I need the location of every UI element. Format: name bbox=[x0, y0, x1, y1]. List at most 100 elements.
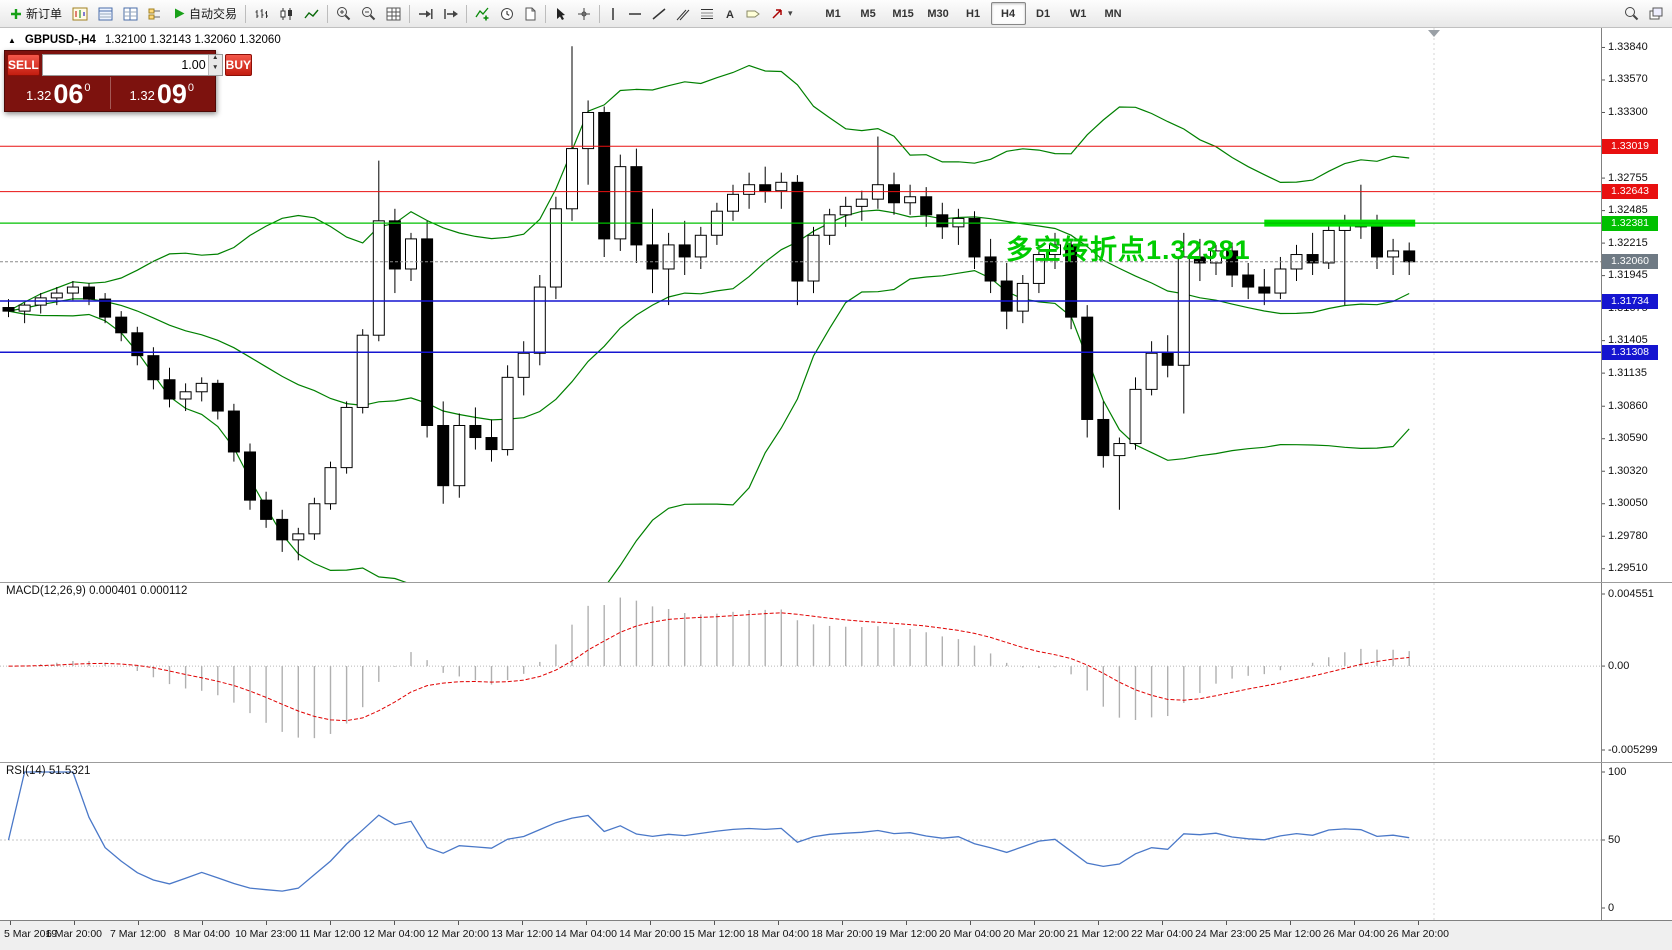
time-axis-tick bbox=[1418, 921, 1419, 925]
text-button[interactable]: A bbox=[719, 1, 741, 26]
buy-button[interactable]: BUY bbox=[224, 54, 253, 76]
time-axis[interactable]: 5 Mar 2019 6 Mar 20:00 7 Mar 12:00 8 Mar 04… bbox=[0, 920, 1672, 950]
volume-spinner[interactable]: ▲ ▼ bbox=[207, 54, 222, 75]
time-axis-label: 15 Mar 12:00 bbox=[683, 928, 745, 940]
zoom-in-button[interactable] bbox=[331, 1, 356, 26]
toolbar-separator bbox=[545, 4, 547, 23]
zoom-out-button[interactable] bbox=[356, 1, 381, 26]
time-axis-tick bbox=[906, 921, 907, 925]
time-axis-label: 20 Mar 20:00 bbox=[1003, 928, 1065, 940]
candlestick bbox=[1274, 268, 1287, 294]
time-axis-tick bbox=[970, 921, 971, 925]
periods-button[interactable] bbox=[495, 1, 519, 26]
candlestick bbox=[1306, 254, 1319, 264]
toolbar-right-buttons bbox=[1619, 1, 1668, 26]
time-axis-label: 19 Mar 12:00 bbox=[875, 928, 937, 940]
time-axis-tick bbox=[330, 921, 331, 925]
time-axis-label: 25 Mar 12:00 bbox=[1259, 928, 1321, 940]
candlestick bbox=[904, 196, 917, 204]
volume-box: ▲ ▼ bbox=[41, 54, 223, 76]
sell-price-frac: 0 bbox=[84, 82, 91, 94]
window-list-button[interactable] bbox=[1644, 1, 1668, 26]
candlestick bbox=[147, 355, 160, 381]
candlestick bbox=[517, 352, 530, 378]
auto-scroll-button[interactable] bbox=[413, 1, 438, 26]
bar-chart-mode-button[interactable] bbox=[249, 1, 274, 26]
arrows-button[interactable]: ▾ bbox=[765, 1, 798, 26]
equidistant-channel-button[interactable] bbox=[671, 1, 695, 26]
timeframe-w1-button[interactable]: W1 bbox=[1069, 7, 1087, 20]
timeframe-h1-button[interactable]: H1 bbox=[966, 7, 981, 20]
indicators-button[interactable] bbox=[470, 1, 495, 26]
candlestick bbox=[549, 208, 562, 288]
candlestick bbox=[405, 238, 417, 270]
crosshair-icon bbox=[577, 7, 591, 21]
trendline-icon bbox=[652, 7, 666, 21]
chart-shift-marker[interactable] bbox=[1428, 30, 1440, 37]
navigator-button[interactable] bbox=[143, 1, 168, 26]
macd-panel-separator[interactable] bbox=[0, 582, 1672, 583]
candlestick bbox=[1000, 280, 1013, 312]
time-axis-label: 11 Mar 12:00 bbox=[299, 928, 361, 940]
tile-windows-button[interactable] bbox=[381, 1, 406, 26]
text-icon: A bbox=[724, 7, 736, 21]
candlestick bbox=[50, 292, 63, 299]
one-click-trading-panel: SELL ▲ ▼ BUY 1.32 06 0 1.32 09 0 bbox=[4, 50, 253, 112]
candlestick bbox=[99, 298, 112, 318]
timeframe-h4-button[interactable]: H4 bbox=[990, 2, 1026, 25]
candlestick bbox=[1129, 388, 1142, 445]
macd-values: 0.000401 0.000112 bbox=[89, 585, 188, 597]
candlestick-mode-button[interactable] bbox=[274, 1, 299, 26]
chart-shift-button[interactable] bbox=[438, 1, 463, 26]
line-chart-mode-button[interactable] bbox=[299, 1, 324, 26]
collapse-triangle-icon[interactable]: ▲ bbox=[8, 35, 16, 45]
spin-up-icon[interactable]: ▲ bbox=[208, 54, 222, 65]
sell-button[interactable]: SELL bbox=[7, 54, 40, 76]
candlestick bbox=[356, 334, 369, 408]
svg-text:A: A bbox=[726, 9, 734, 21]
trendline-button[interactable] bbox=[647, 1, 671, 26]
price-scale-border bbox=[1601, 28, 1602, 920]
spin-down-icon[interactable]: ▼ bbox=[208, 64, 222, 75]
time-axis-tick bbox=[1226, 921, 1227, 925]
candlestick bbox=[920, 196, 933, 216]
buy-price[interactable]: 1.32 09 0 bbox=[109, 77, 214, 109]
candlestick bbox=[469, 424, 482, 439]
timeframe-m1-button[interactable]: M1 bbox=[825, 7, 841, 20]
candlestick-icon bbox=[279, 7, 294, 21]
template-icon bbox=[524, 7, 537, 21]
horizontal-line-button[interactable] bbox=[623, 1, 647, 26]
search-button[interactable] bbox=[1619, 1, 1644, 26]
toolbar-separator bbox=[245, 4, 247, 23]
new-order-button[interactable]: 新订单 bbox=[4, 1, 67, 26]
text-label-button[interactable] bbox=[741, 1, 765, 26]
candlestick bbox=[533, 286, 546, 354]
fibonacci-button[interactable] bbox=[695, 1, 719, 26]
timeframe-d1-button[interactable]: D1 bbox=[1036, 7, 1051, 20]
timeframe-m5-button[interactable]: M5 bbox=[860, 7, 876, 20]
rsi-panel-separator[interactable] bbox=[0, 762, 1672, 763]
pivot-annotation[interactable]: 多空转折点1.32381 bbox=[1006, 235, 1251, 265]
market-watch-button[interactable] bbox=[93, 1, 118, 26]
time-axis-label: 24 Mar 23:00 bbox=[1195, 928, 1257, 940]
data-window-button[interactable] bbox=[118, 1, 143, 26]
cursor-button[interactable] bbox=[549, 1, 572, 26]
timeframe-m30-button[interactable]: M30 bbox=[927, 7, 949, 20]
candlestick bbox=[276, 518, 289, 541]
candlestick bbox=[839, 205, 852, 216]
time-axis-label: 14 Mar 04:00 bbox=[555, 928, 617, 940]
timeframe-m15-button[interactable]: M15 bbox=[892, 7, 914, 20]
time-axis-label: 6 Mar 20:00 bbox=[45, 928, 103, 940]
charts-window-button[interactable] bbox=[67, 1, 93, 26]
vertical-line-button[interactable] bbox=[603, 1, 623, 26]
auto-trading-button[interactable]: 自动交易 bbox=[168, 1, 242, 26]
time-axis-label: 20 Mar 04:00 bbox=[939, 928, 1001, 940]
crosshair-button[interactable] bbox=[572, 1, 596, 26]
templates-button[interactable] bbox=[519, 1, 542, 26]
time-axis-label: 26 Mar 04:00 bbox=[1323, 928, 1385, 940]
sell-price[interactable]: 1.32 06 0 bbox=[7, 77, 110, 109]
timeframe-mn-button[interactable]: MN bbox=[1104, 7, 1122, 20]
volume-input[interactable] bbox=[42, 55, 208, 75]
